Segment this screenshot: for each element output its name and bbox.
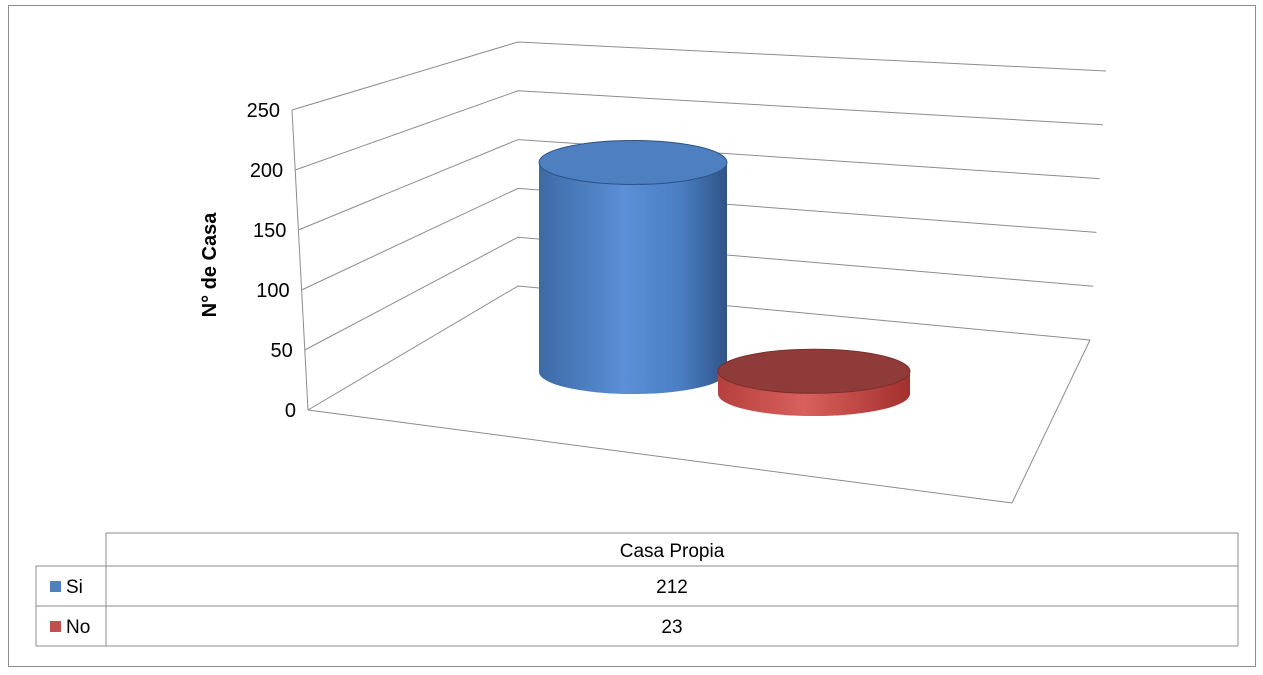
plot-walls <box>291 109 1091 504</box>
table-category-header: Casa Propia <box>620 541 725 562</box>
y-tick-label: 250 <box>247 100 280 122</box>
floor-front-edge <box>307 409 1013 504</box>
legend-swatch-no <box>50 621 61 632</box>
y-tick-label: 200 <box>250 160 283 182</box>
bar-top <box>717 348 911 394</box>
y-tick-label: 150 <box>253 220 286 242</box>
gridline <box>307 285 1091 411</box>
y-tick-label: 0 <box>285 400 296 422</box>
gridline <box>304 236 1094 351</box>
gridline <box>295 90 1103 171</box>
left-wall-front-edge <box>291 109 309 411</box>
gridlines <box>291 41 1107 411</box>
gridline <box>298 139 1100 231</box>
floor-right-edge <box>1011 339 1091 504</box>
legend-label-si: Si <box>66 577 83 598</box>
table-value-no: 23 <box>661 617 682 638</box>
bars <box>538 139 911 416</box>
table-value-si: 212 <box>656 577 688 598</box>
bar-body <box>539 162 727 394</box>
y-tick-labels: 0 50 100 150 200 250 <box>247 100 296 422</box>
data-table <box>35 532 1239 647</box>
bar-top <box>538 139 728 185</box>
bar-si <box>538 139 728 394</box>
gridline <box>301 187 1097 291</box>
legend-swatch-si <box>50 581 61 592</box>
gridline <box>291 41 1107 111</box>
legend-label-no: No <box>66 617 90 638</box>
y-tick-label: 100 <box>256 280 289 302</box>
y-tick-label: 50 <box>271 340 293 362</box>
bar-no <box>717 348 911 416</box>
y-axis-label: N° de Casa <box>199 212 221 318</box>
